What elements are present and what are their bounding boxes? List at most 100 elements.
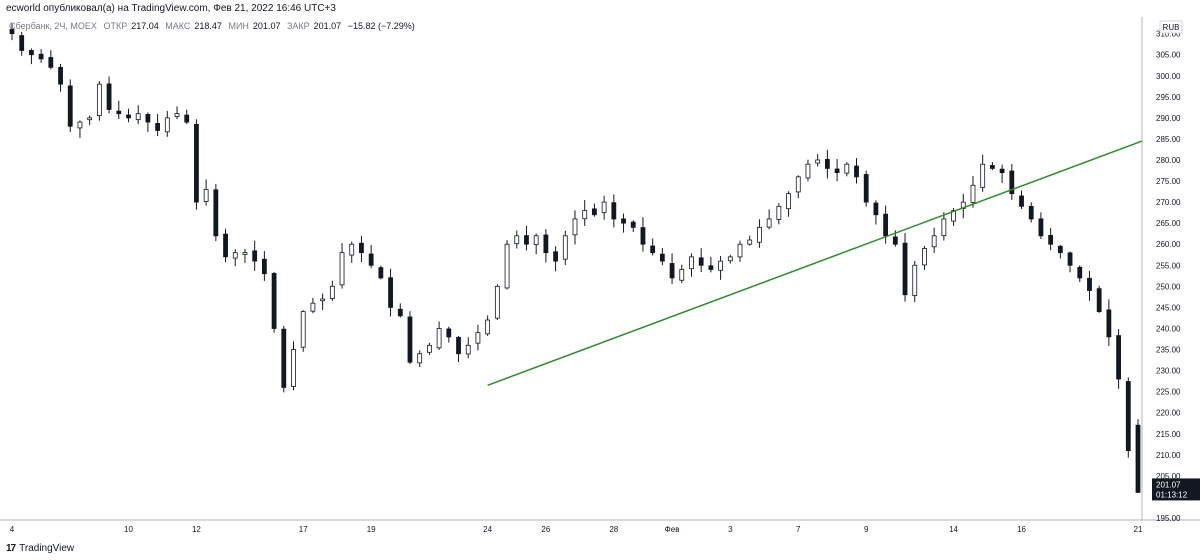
candlestick-chart[interactable]: 310.00 305.00 300.00 295.00 290.00 285.00 280.… — [0, 17, 1200, 542]
candle — [388, 268, 393, 317]
candle — [329, 280, 335, 301]
candle — [368, 245, 374, 269]
candle — [834, 158, 840, 182]
y-tick-label: 250.00 — [1156, 282, 1181, 291]
candle-body — [718, 260, 724, 271]
candle-body — [553, 251, 558, 262]
legend-symbol: Сбербанк, 2Ч, MOEX — [9, 21, 97, 31]
candle — [48, 50, 54, 70]
tradingview-logo-icon: 17 — [6, 543, 16, 554]
chart-area[interactable]: 310.00 305.00 300.00 295.00 290.00 285.00 280.… — [0, 17, 1200, 542]
candle-body — [223, 233, 228, 258]
candle — [922, 246, 927, 270]
candle-body — [203, 189, 209, 202]
candle-body — [679, 269, 685, 281]
candle — [1077, 265, 1083, 283]
candle-body — [1096, 288, 1102, 313]
candle — [572, 210, 578, 245]
candle-body — [417, 353, 423, 364]
candle — [87, 115, 93, 126]
candle — [611, 194, 617, 228]
candle-body — [281, 328, 287, 388]
candle — [407, 311, 413, 365]
x-tick-label: 4 — [10, 525, 15, 534]
candle-body — [766, 218, 772, 228]
x-tick-label: 7 — [796, 525, 801, 534]
candle — [1028, 202, 1034, 223]
candle — [242, 248, 248, 263]
candle — [38, 49, 44, 63]
chart-legend: Сбербанк, 2Ч, MOEX ОТКР 217.04 МАКС 218.47… — [9, 21, 415, 31]
candle-body — [524, 235, 529, 245]
candle-body — [38, 53, 44, 60]
candle — [757, 219, 762, 248]
candle-body — [184, 114, 190, 123]
candle-body — [339, 252, 345, 286]
candle — [824, 149, 830, 179]
candle — [863, 170, 869, 207]
candle — [339, 243, 345, 289]
candle-body — [1087, 277, 1092, 291]
candle-body — [494, 285, 500, 319]
candle-body — [1116, 335, 1121, 380]
y-tick-label: 205.00 — [1156, 472, 1181, 481]
candle — [786, 191, 791, 217]
candle — [669, 253, 675, 284]
candle-body — [485, 319, 491, 335]
candle — [776, 202, 782, 225]
legend-change: −15.82 (−7.29%) — [347, 21, 415, 31]
candle — [1135, 419, 1141, 493]
candle — [475, 324, 481, 351]
candle — [795, 175, 801, 199]
x-tick-label: 24 — [483, 525, 492, 534]
candle — [679, 264, 685, 284]
candle-body — [58, 66, 63, 85]
candle — [931, 227, 937, 253]
candle — [145, 112, 151, 132]
candle — [378, 265, 384, 280]
y-tick-label: 270.00 — [1156, 198, 1181, 207]
candle — [960, 193, 966, 219]
candle-body — [465, 344, 471, 355]
candle-body — [242, 252, 248, 255]
y-tick-label: 195.00 — [1156, 514, 1181, 523]
candle-body — [48, 57, 54, 68]
candle-body — [689, 256, 694, 270]
x-tick-label: Фев — [665, 525, 680, 534]
candle-body — [1077, 266, 1083, 279]
candle — [9, 23, 15, 41]
candle-body — [562, 235, 568, 260]
candle-body — [737, 243, 743, 258]
y-tick-label: 225.00 — [1156, 388, 1181, 397]
candle — [582, 200, 588, 226]
candle-body — [232, 252, 238, 259]
candle-body — [164, 117, 170, 133]
y-tick-label: 305.00 — [1156, 51, 1181, 60]
candle — [1009, 164, 1015, 200]
currency-button[interactable]: RUB — [1159, 20, 1183, 34]
y-tick-label: 215.00 — [1156, 430, 1181, 439]
candle — [223, 228, 228, 263]
candle — [873, 200, 879, 225]
candle — [126, 108, 131, 123]
y-tick-label: 295.00 — [1156, 93, 1181, 102]
candle-body — [261, 258, 267, 275]
y-tick-label: 210.00 — [1156, 451, 1181, 460]
candle — [1087, 270, 1092, 301]
candle — [271, 271, 277, 333]
candle-body — [106, 83, 112, 110]
candle — [291, 341, 296, 391]
candle-body — [9, 29, 15, 35]
candle — [252, 240, 258, 271]
candle — [116, 100, 122, 120]
candle-body — [1038, 218, 1044, 237]
y-tick-label: 275.00 — [1156, 177, 1181, 186]
candle — [640, 217, 646, 252]
candle — [1125, 377, 1131, 458]
candle — [562, 230, 568, 266]
candle-body — [902, 242, 908, 296]
candle — [902, 232, 908, 302]
candle-body — [388, 277, 393, 308]
candle-body — [145, 114, 151, 123]
